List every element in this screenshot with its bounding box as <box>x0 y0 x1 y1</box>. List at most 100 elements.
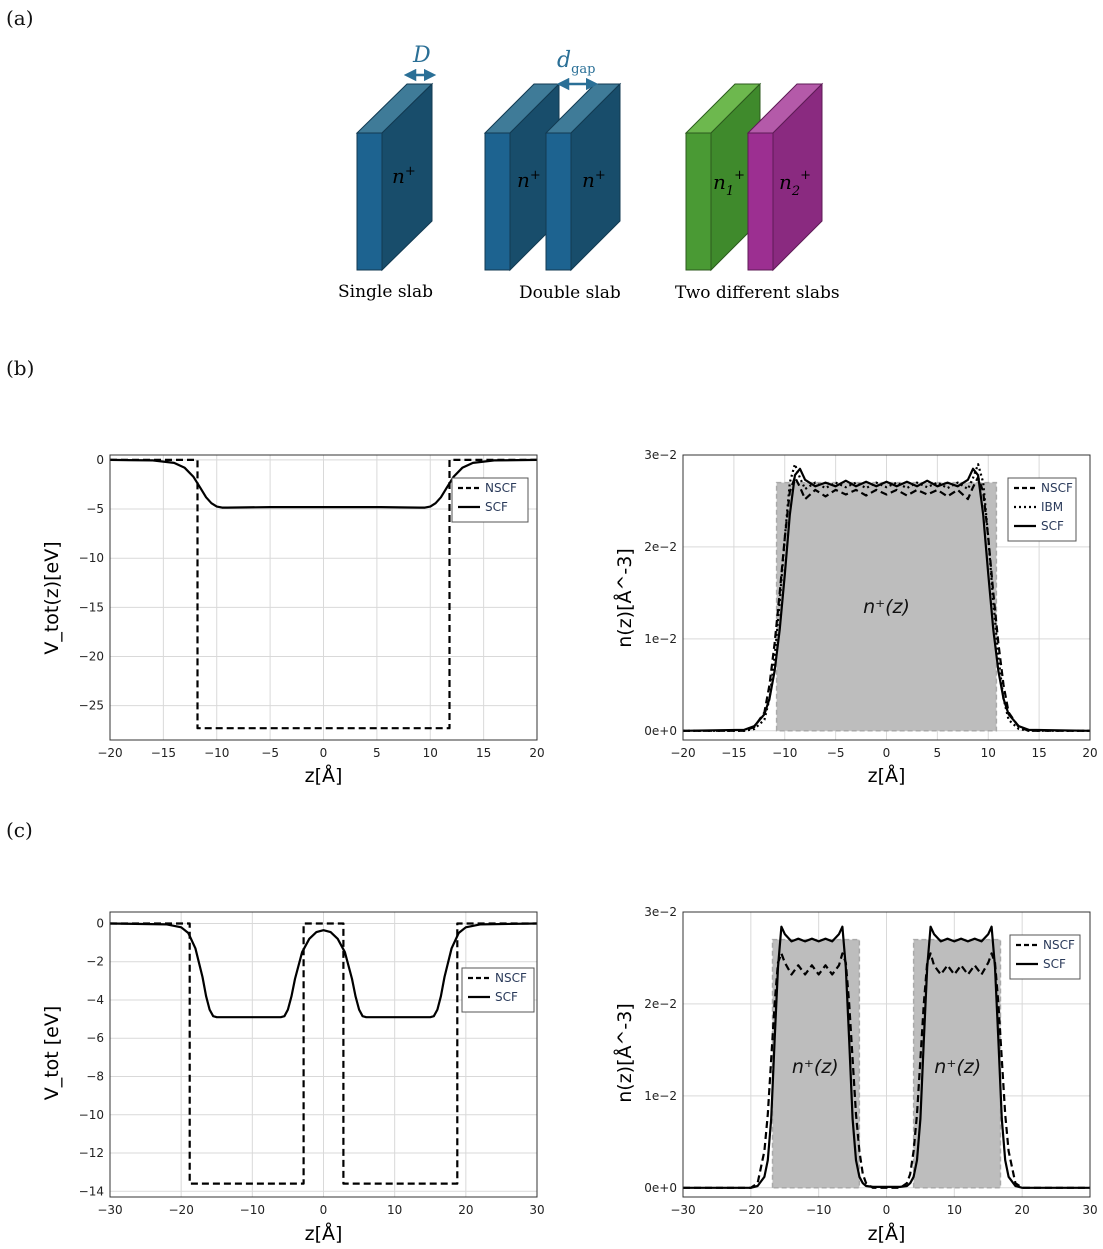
x-tick-label: 30 <box>529 1203 544 1217</box>
y-tick-label: −25 <box>79 699 104 713</box>
y-tick-label: −6 <box>86 1031 104 1045</box>
x-tick-label: −20 <box>738 1203 763 1217</box>
series-scf-line <box>109 458 538 509</box>
slab2-label: n2+ <box>779 168 811 199</box>
x-tick-label: −20 <box>169 1203 194 1217</box>
x-tick-label: 20 <box>1082 746 1097 760</box>
legend-entry: NSCF <box>1041 481 1073 495</box>
x-tick-label: −10 <box>772 746 797 760</box>
x-tick-label: 15 <box>476 746 491 760</box>
y-tick-label: −10 <box>79 1108 104 1122</box>
plot-frame <box>109 911 538 1198</box>
y-axis-label: n(z)[Å^-3] <box>613 1003 636 1103</box>
x-tick-label: −10 <box>204 746 229 760</box>
x-tick-label: −20 <box>670 746 695 760</box>
single-slab-label: n+ <box>392 164 416 188</box>
x-tick-label: 20 <box>458 1203 473 1217</box>
x-tick-label: 30 <box>1082 1203 1097 1217</box>
legend-entry: SCF <box>1043 957 1066 971</box>
series-ibm-line <box>683 463 1090 732</box>
y-axis-label: n(z)[Å^-3] <box>613 548 636 648</box>
x-tick-label: 10 <box>387 1203 402 1217</box>
double-slab-right-label: n+ <box>582 168 606 192</box>
x-tick-label: −20 <box>97 746 122 760</box>
x-tick-label: 0 <box>883 1203 891 1217</box>
legend-box <box>461 967 535 1013</box>
plot-frame <box>682 911 1091 1198</box>
y-axis-label: V_tot(z)[eV] <box>41 541 63 654</box>
x-tick-label: −10 <box>806 1203 831 1217</box>
shaded-region-label: n⁺(z) <box>863 596 910 618</box>
x-tick-label: 0 <box>320 746 328 760</box>
y-tick-label: −4 <box>86 993 104 1007</box>
y-tick-label: 0e+0 <box>644 1181 677 1195</box>
slab1-label: n1+ <box>713 168 745 199</box>
x-tick-label: −5 <box>261 746 279 760</box>
chart-c-right: −30 −20 −10 0 10 20 30 0e+0 1e−2 2e−2 3e−2 n⁺(z) n⁺(… <box>613 905 1098 1245</box>
y-tick-label: 3e−2 <box>644 448 677 462</box>
x-tick-label: 0 <box>320 1203 328 1217</box>
y-tick-label: −20 <box>79 649 104 663</box>
plot-frame <box>109 454 538 741</box>
panel-label-b: (b) <box>6 356 35 380</box>
shaded-density-region <box>912 938 1002 1189</box>
single-slab: n+ <box>355 82 434 272</box>
y-tick-label: 2e−2 <box>644 997 677 1011</box>
plot-frame <box>682 454 1091 741</box>
double-slab-left-label: n+ <box>517 168 541 192</box>
x-tick-label: −15 <box>151 746 176 760</box>
gap-label: dgap <box>557 48 596 77</box>
y-tick-label: 2e−2 <box>644 540 677 554</box>
x-axis-label: z[Å] <box>305 1222 343 1245</box>
y-axis-label: V_tot [eV] <box>41 1006 63 1101</box>
single-slab-caption: Single slab <box>338 282 433 302</box>
y-tick-label: −12 <box>79 1146 104 1160</box>
series-nscf-line <box>110 458 537 730</box>
shaded-region-label: n⁺(z) <box>934 1056 981 1078</box>
chart-b-right: −20 −15 −10 −5 0 5 10 15 20 0e+0 1e−2 2e−2 3e−2 n⁺(z)… <box>613 448 1098 787</box>
legend-entry: NSCF <box>1043 938 1075 952</box>
y-tick-label: −15 <box>79 600 104 614</box>
x-tick-label: 0 <box>883 746 891 760</box>
x-axis-label: z[Å] <box>868 1222 906 1245</box>
legend-entry: NSCF <box>485 481 517 495</box>
slab-schematic: n+ D Single slab n+ n+ dgap Double slab … <box>338 43 840 303</box>
x-tick-label: −30 <box>670 1203 695 1217</box>
legend-box <box>1007 477 1077 542</box>
x-tick-label: 10 <box>981 746 996 760</box>
x-tick-label: −5 <box>827 746 845 760</box>
y-tick-label: −14 <box>79 1184 104 1198</box>
series-scf-line <box>683 925 1090 1189</box>
series-scf-line <box>682 467 1091 732</box>
y-tick-label: −8 <box>86 1069 104 1083</box>
x-tick-label: 20 <box>1015 1203 1030 1217</box>
x-tick-label: 15 <box>1031 746 1046 760</box>
shaded-density-region <box>775 481 998 732</box>
chart-c-left: −30 −20 −10 0 10 20 30 0 −2 −4 −6 −8 −10 −12 −14 NSCF SC… <box>41 911 545 1245</box>
y-tick-label: −5 <box>86 502 104 516</box>
x-tick-label: −30 <box>97 1203 122 1217</box>
legend-entry: NSCF <box>495 971 527 985</box>
panel-label-a: (a) <box>6 6 34 30</box>
x-tick-label: −10 <box>240 1203 265 1217</box>
chart-b-left: −20 −15 −10 −5 0 5 10 15 20 0 −5 −10 −15 −20 −25 NSCF SC… <box>41 453 545 787</box>
legend-entry: SCF <box>485 500 508 514</box>
legend-box <box>451 477 529 523</box>
x-tick-label: 10 <box>423 746 438 760</box>
x-tick-label: −15 <box>721 746 746 760</box>
shaded-region-label: n⁺(z) <box>792 1056 839 1078</box>
x-tick-label: 5 <box>934 746 942 760</box>
y-tick-label: 1e−2 <box>644 1089 677 1103</box>
panel-label-c: (c) <box>6 818 33 842</box>
two-slabs-caption: Two different slabs <box>675 283 840 303</box>
y-tick-label: 0e+0 <box>644 724 677 738</box>
y-tick-label: 3e−2 <box>644 905 677 919</box>
y-tick-label: −10 <box>79 551 104 565</box>
two-different-slabs: n1+ n2+ <box>684 82 824 272</box>
thickness-label: D <box>412 43 431 68</box>
x-axis-label: z[Å] <box>305 764 343 787</box>
legend-entry: SCF <box>495 990 518 1004</box>
legend-box <box>1009 934 1081 980</box>
legend-entry: SCF <box>1041 519 1064 533</box>
